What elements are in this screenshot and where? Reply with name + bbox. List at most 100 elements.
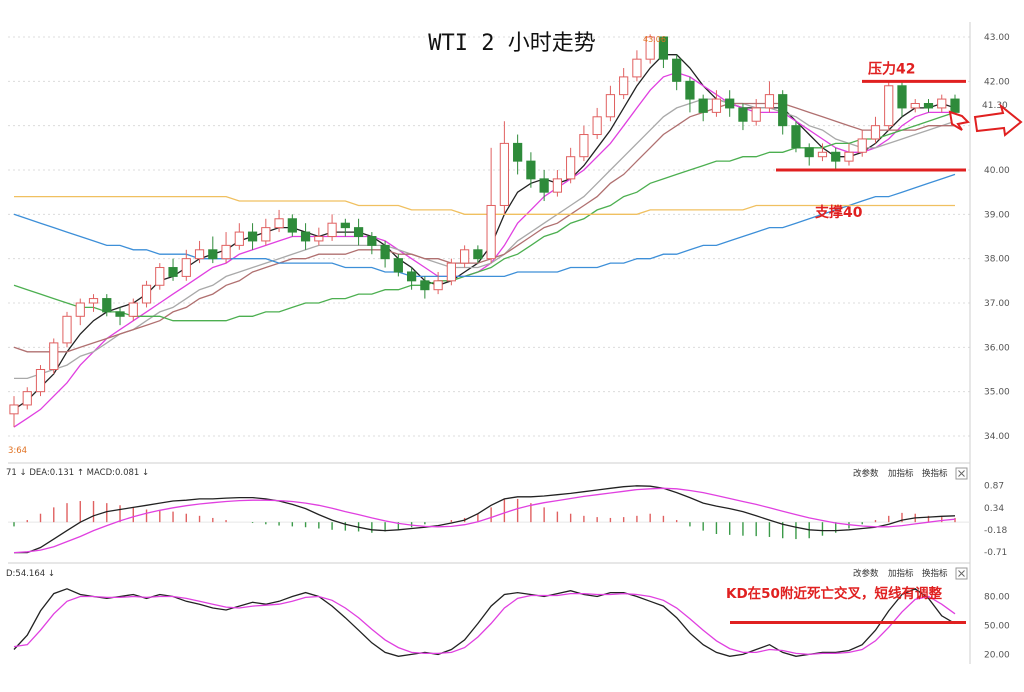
candle-body xyxy=(287,218,297,233)
price-tick-label: 43.00 xyxy=(984,33,1010,43)
macd-tick-label: 0.87 xyxy=(984,481,1004,491)
candle-body xyxy=(62,315,72,344)
candle-body xyxy=(566,156,576,180)
price-tick-label: 34.00 xyxy=(984,432,1010,442)
annotations: 压力42 支撑40 xyxy=(776,60,966,221)
candle-body xyxy=(751,107,761,122)
candle-body xyxy=(738,107,748,122)
kd-d-line xyxy=(13,592,956,656)
candle-body xyxy=(102,298,112,313)
right-arrow-icon xyxy=(973,103,1023,137)
current-price-label: 41.30 xyxy=(982,101,1008,111)
price-tick-label: 37.00 xyxy=(984,299,1010,309)
candle-body xyxy=(446,262,456,282)
moving-average-line xyxy=(14,195,955,215)
candle-body xyxy=(884,85,894,127)
candle-body xyxy=(539,178,549,193)
candle-body xyxy=(923,103,934,109)
candle-body xyxy=(658,36,669,60)
price-tick-label: 35.00 xyxy=(984,388,1010,398)
moving-average-line xyxy=(13,71,955,428)
down-arrow-icon xyxy=(948,110,971,131)
candle-body xyxy=(764,94,775,109)
candle-body xyxy=(937,98,947,109)
candle-body xyxy=(88,298,99,304)
kd-header: D:54.164 ↓ xyxy=(6,569,55,579)
candle-body xyxy=(897,85,907,109)
macd-switch-indicator-button[interactable]: 换指标 xyxy=(922,468,948,479)
price-tick-label: 36.00 xyxy=(984,343,1010,353)
macd-toolbar: 改参数 加指标 换指标 xyxy=(853,467,968,480)
macd-add-indicator-button[interactable]: 加指标 xyxy=(888,468,914,479)
candlesticks xyxy=(9,34,960,428)
kd-edit-params-button[interactable]: 改参数 xyxy=(853,568,879,579)
candle-body xyxy=(221,244,231,260)
candle-body xyxy=(261,227,271,242)
chart-frame xyxy=(8,22,971,664)
candle-body xyxy=(380,244,390,260)
candle-body xyxy=(499,142,509,206)
moving-average-line xyxy=(13,102,955,353)
resistance-label: 压力42 xyxy=(868,60,915,77)
candle-body xyxy=(804,147,814,158)
candle-body xyxy=(817,151,828,158)
kd-add-indicator-button[interactable]: 加指标 xyxy=(888,568,914,579)
candle-body xyxy=(672,58,682,82)
candle-body xyxy=(393,258,403,273)
candle-body xyxy=(314,236,324,242)
candle-body xyxy=(75,302,85,317)
price-tick-label: 42.00 xyxy=(984,77,1010,87)
candle-body xyxy=(128,302,138,317)
candle-body xyxy=(486,204,496,260)
candle-body xyxy=(327,222,337,237)
candle-body xyxy=(870,125,881,140)
candle-body xyxy=(234,231,244,246)
candle-body xyxy=(9,404,19,415)
candle-body xyxy=(552,178,563,193)
kd-toolbar: 改参数 加指标 换指标 xyxy=(853,567,968,580)
macd-edit-params-button[interactable]: 改参数 xyxy=(853,468,879,479)
candle-body xyxy=(579,134,589,158)
candle-body xyxy=(685,80,695,100)
candle-body xyxy=(844,151,854,162)
candle-body xyxy=(141,284,152,304)
candle-body xyxy=(513,142,523,162)
candle-body xyxy=(22,391,32,406)
candle-body xyxy=(247,231,258,242)
moving-average-line xyxy=(14,98,956,380)
kd-panel: 80.00 50.00 20.00 KD在50附近死亡交叉，短线有调整 xyxy=(13,585,1010,660)
candle-body xyxy=(857,138,867,153)
low-marker-label: 3:64 xyxy=(8,446,27,456)
macd-dea-line xyxy=(13,487,956,554)
candle-body xyxy=(619,76,629,96)
support-label: 支撑40 xyxy=(814,204,863,221)
macd-tick-label: -0.18 xyxy=(984,526,1008,536)
candle-body xyxy=(950,98,960,113)
high-marker-label: 43.06 xyxy=(643,35,666,44)
candle-body xyxy=(910,103,920,109)
candle-body xyxy=(300,231,311,242)
candle-body xyxy=(194,249,205,260)
candle-body xyxy=(181,258,191,277)
macd-dif-line xyxy=(14,485,956,554)
candle-body xyxy=(605,94,616,118)
candle-body xyxy=(406,271,417,282)
candle-body xyxy=(645,36,655,60)
candle-body xyxy=(115,311,125,317)
macd-tick-label: -0.71 xyxy=(984,548,1007,558)
price-tick-label: 40.00 xyxy=(984,166,1010,176)
macd-tick-label: 0.34 xyxy=(984,504,1004,514)
moving-average-line xyxy=(13,173,956,278)
candle-body xyxy=(698,98,708,113)
kd-tick-label: 80.00 xyxy=(984,592,1010,602)
candle-body xyxy=(460,249,470,264)
candle-body xyxy=(791,125,801,149)
candle-body xyxy=(35,369,46,393)
kd-switch-indicator-button[interactable]: 换指标 xyxy=(922,568,948,579)
kd-close-icon[interactable] xyxy=(955,567,968,580)
macd-close-icon[interactable] xyxy=(955,467,968,480)
candle-body xyxy=(632,58,642,78)
candle-body xyxy=(473,249,483,260)
candle-body xyxy=(831,151,841,162)
